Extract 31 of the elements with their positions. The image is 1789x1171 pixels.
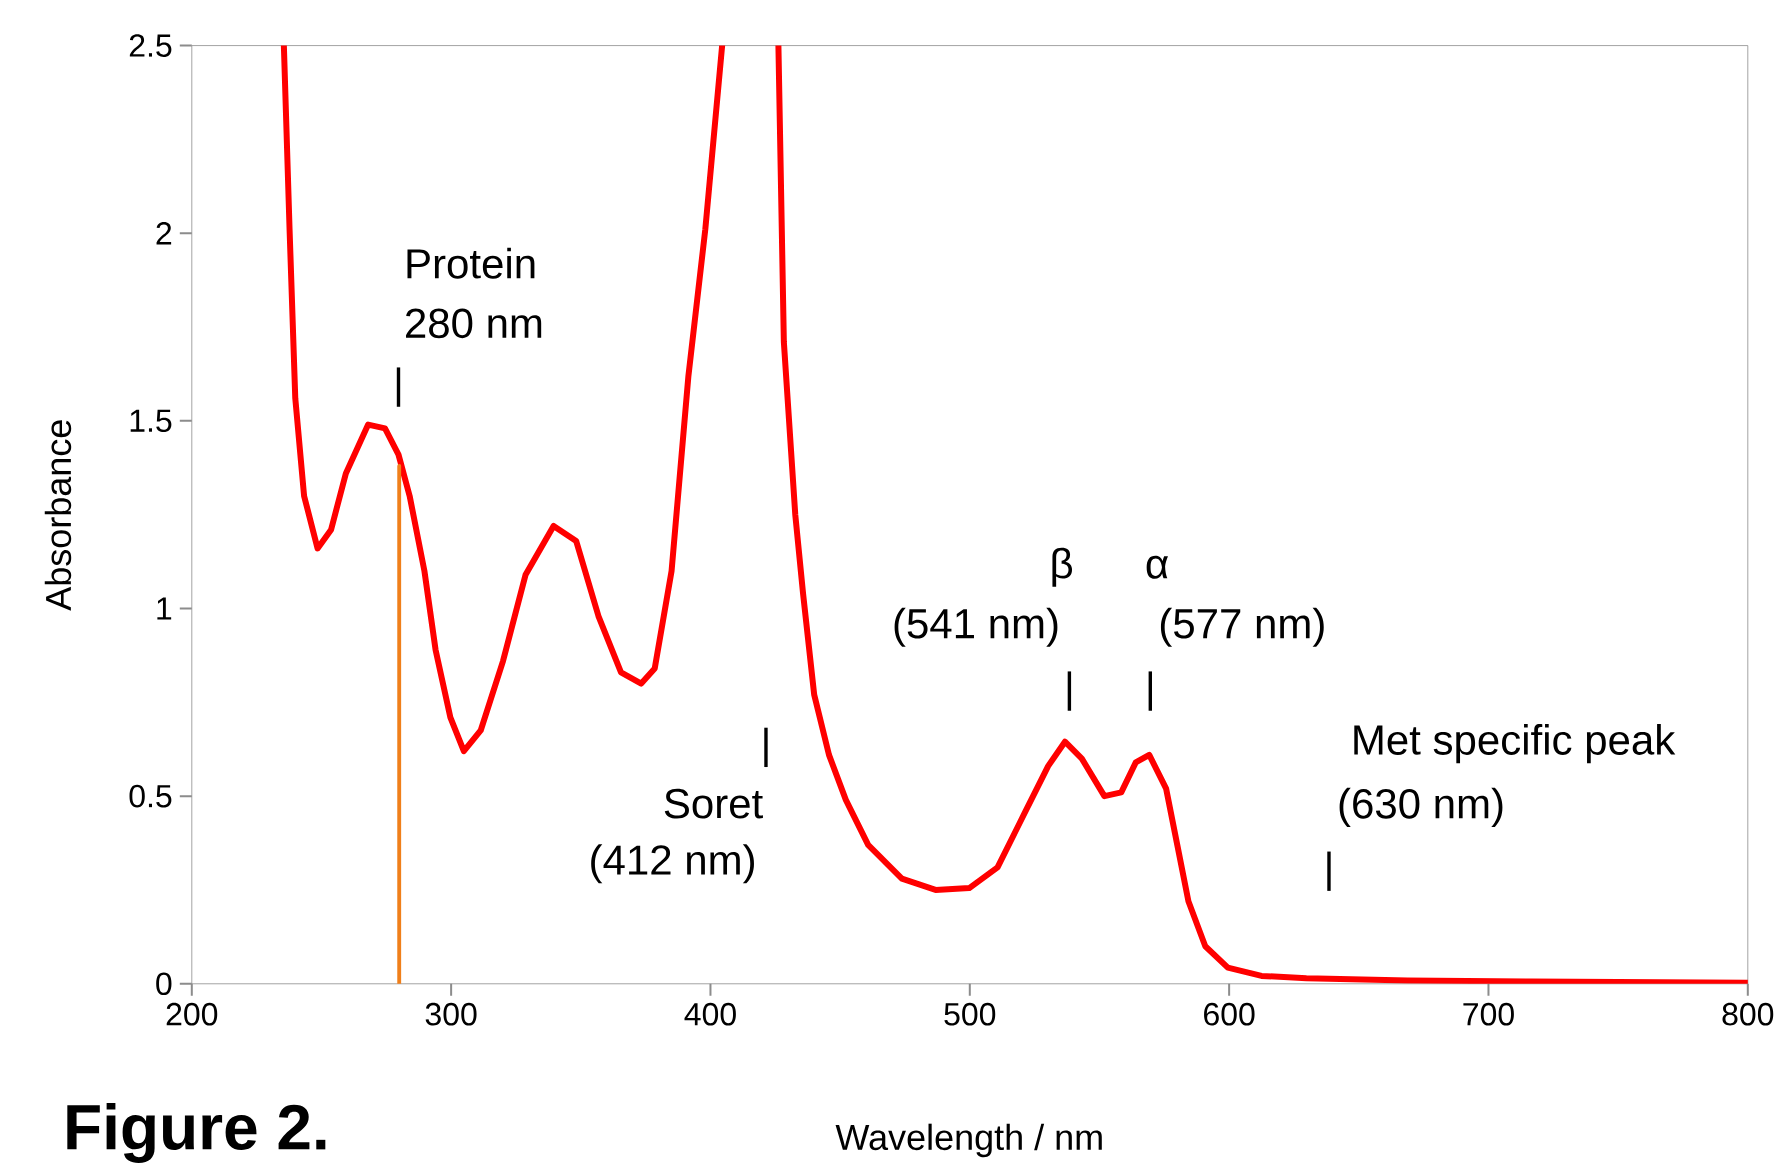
x-tick-label: 500 <box>944 1002 996 1026</box>
annotation: 280 nm <box>406 308 542 339</box>
y-tick-label: 0 <box>156 972 172 996</box>
annotation: | <box>764 727 768 768</box>
annotation: (412 nm) <box>591 844 754 884</box>
y-tick-label: 1.5 <box>130 409 172 433</box>
y-tick-label: 1 <box>157 597 172 620</box>
annotation: | <box>1067 671 1072 711</box>
annotation: | <box>1327 851 1331 891</box>
annotation: (541 nm) <box>894 607 1058 647</box>
annotation: | <box>1148 671 1152 711</box>
annotation: β <box>1052 547 1073 587</box>
x-tick-label: 400 <box>684 1002 736 1026</box>
annotation: (577 nm) <box>1160 607 1324 647</box>
x-tick-label: 800 <box>1722 1002 1774 1026</box>
annotation: α <box>1146 555 1168 579</box>
annotation: (630 nm) <box>1339 787 1503 827</box>
x-axis-title: Wavelength / nm <box>835 1123 1102 1158</box>
annotation: | <box>396 367 401 407</box>
x-tick-label: 700 <box>1463 1002 1514 1026</box>
y-axis-title: Absorbance <box>44 420 72 611</box>
y-tick-label: 2.5 <box>129 34 172 57</box>
annotation: Met specific peak <box>1354 724 1676 764</box>
annotation: Protein <box>407 247 535 279</box>
x-tick-label: 300 <box>425 1002 477 1026</box>
annotation: Soret <box>664 788 763 819</box>
x-tick-label: 200 <box>166 1002 218 1026</box>
y-tick-label: 2 <box>156 222 172 245</box>
y-tick-label: 0.5 <box>129 784 172 808</box>
caption: Figure 2. <box>67 1103 326 1163</box>
x-tick-label: 600 <box>1204 1002 1255 1026</box>
